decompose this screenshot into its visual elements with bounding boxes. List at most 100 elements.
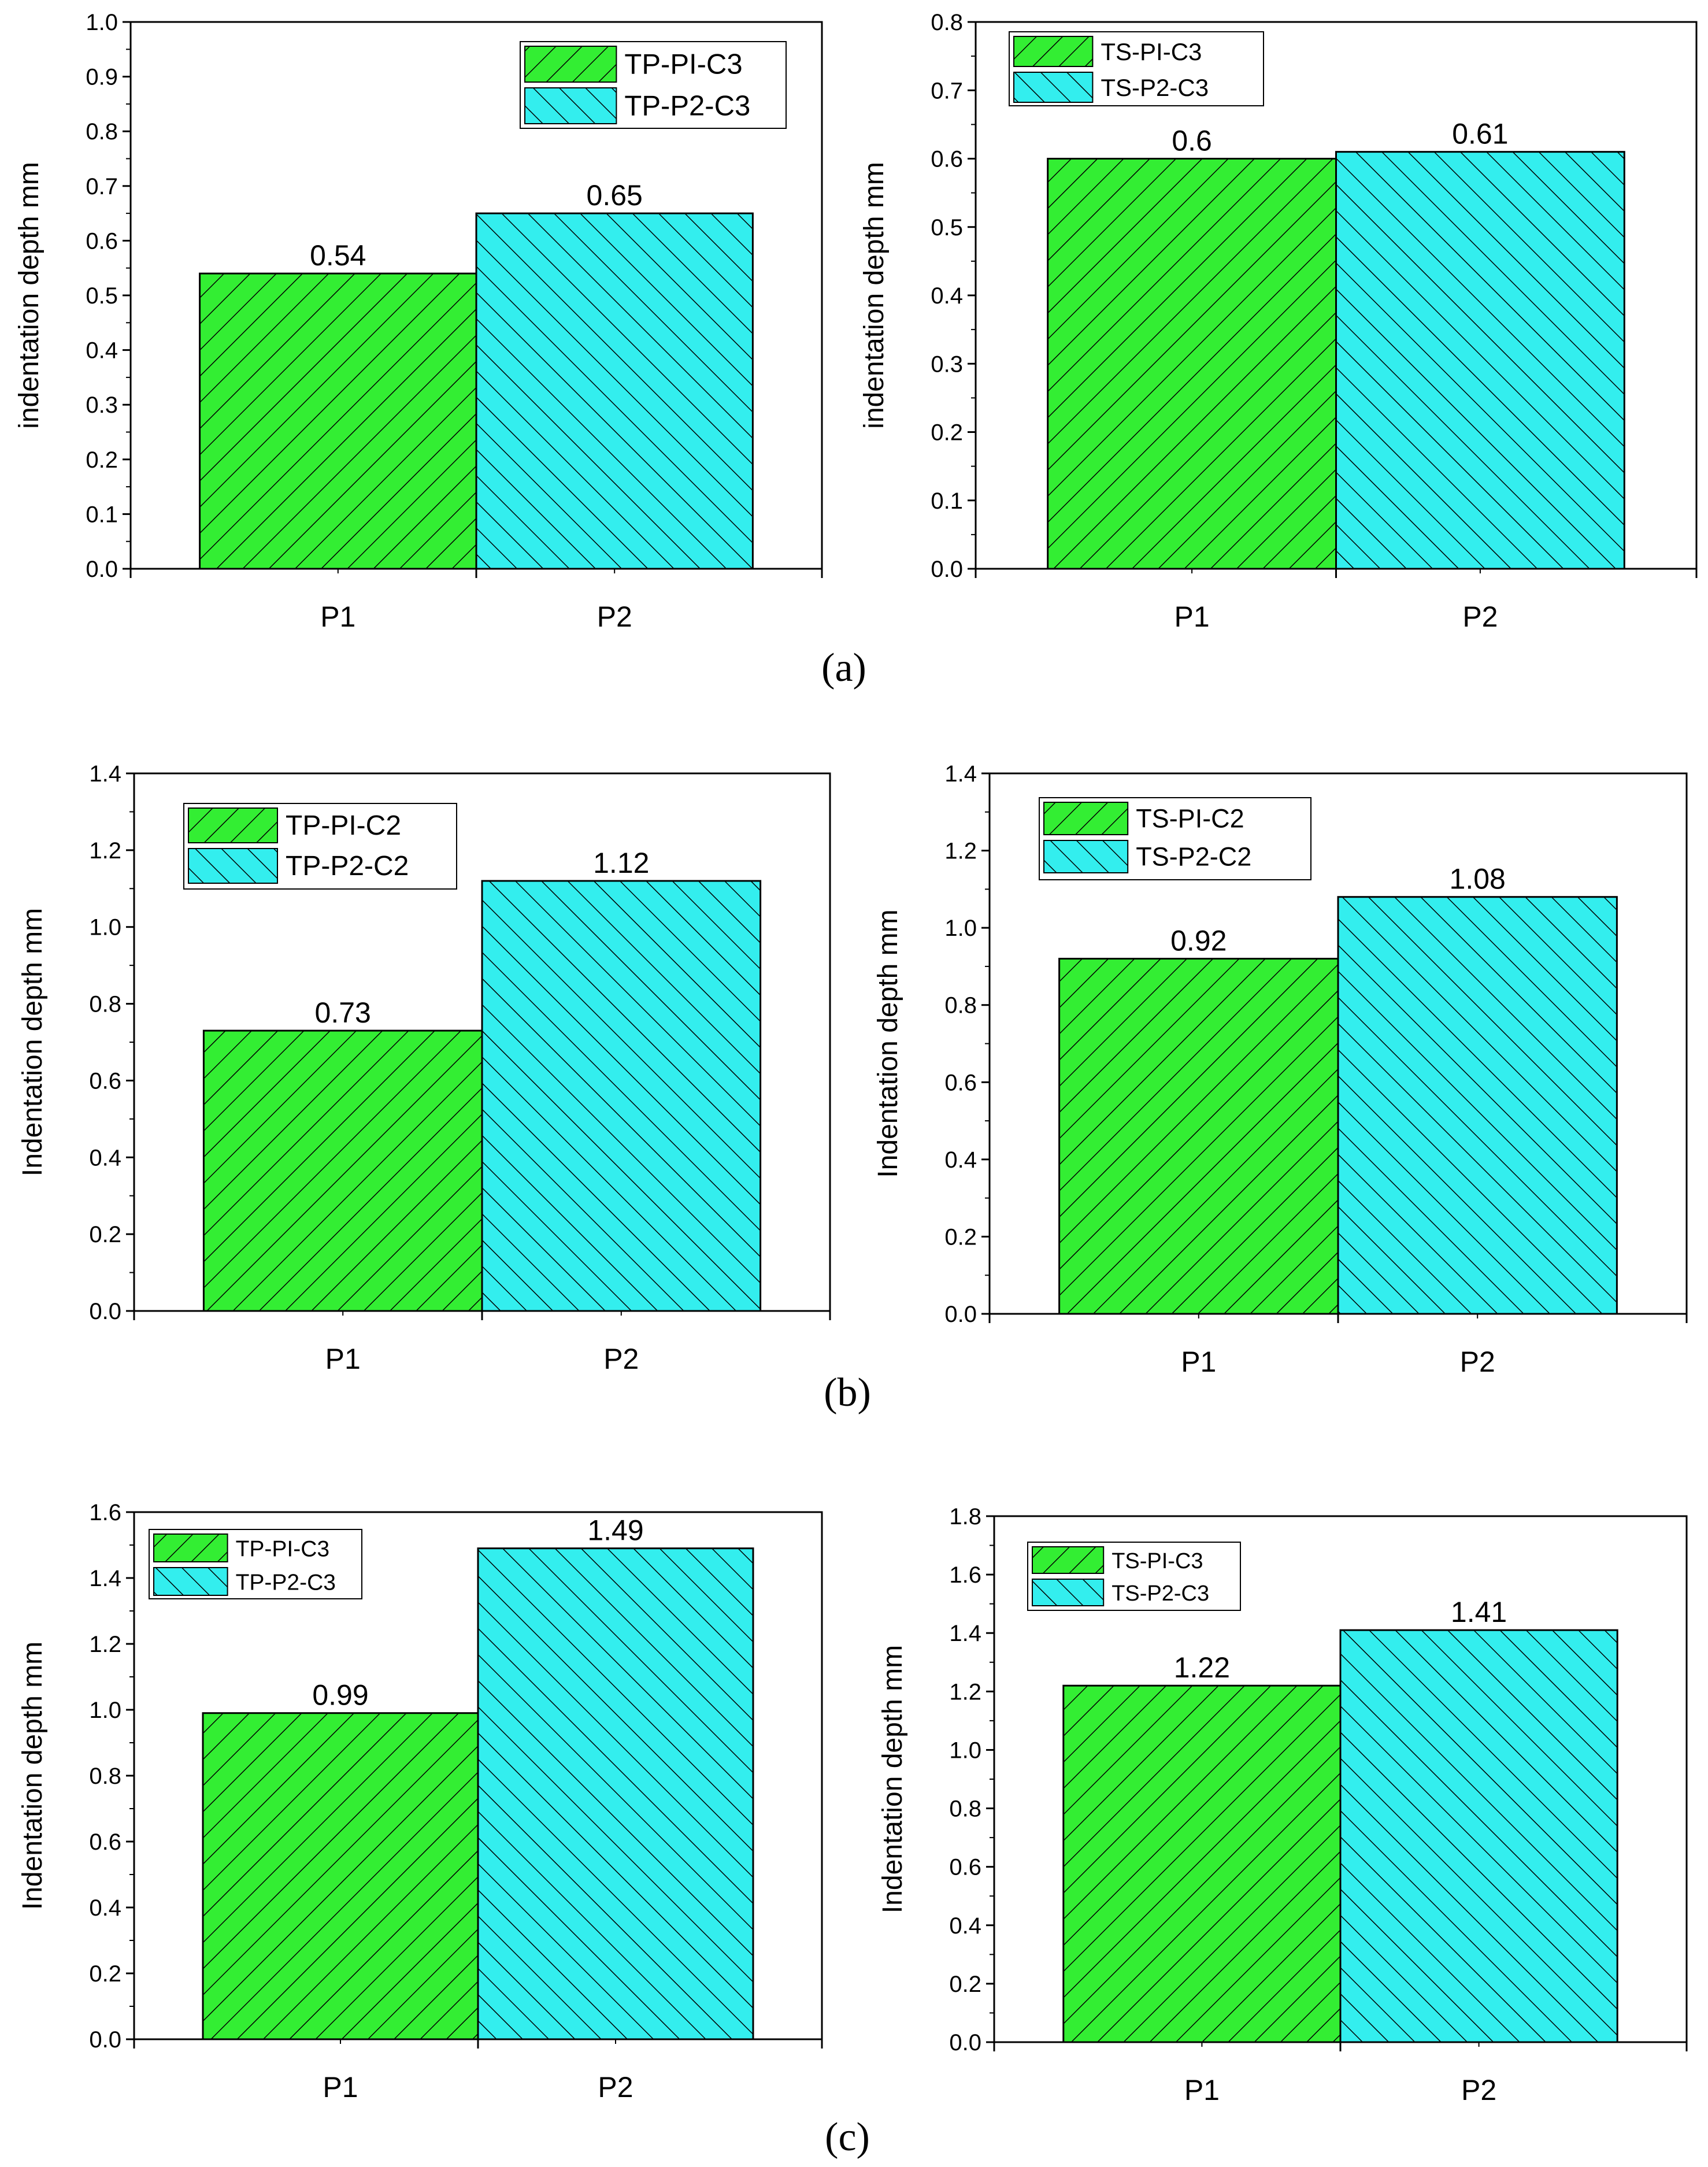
y-tick-label: 1.2 <box>89 1632 121 1657</box>
y-tick-label: 0.0 <box>86 557 118 582</box>
x-category-p1: P1 <box>323 2071 358 2103</box>
legend-swatch-2 <box>524 87 617 124</box>
y-tick-label: 0.6 <box>89 1068 121 1094</box>
bar-p2 <box>475 212 754 570</box>
y-tick-label: 0.0 <box>89 1299 121 1324</box>
y-tick-label: 0.7 <box>86 174 118 199</box>
legend-label-1: TP-PI-C3 <box>624 49 742 80</box>
legend-swatch-1 <box>1013 36 1094 67</box>
bar-p2 <box>1337 896 1618 1315</box>
y-tick-label: 0.2 <box>86 447 118 473</box>
y-tick-label: 1.6 <box>89 1500 121 1525</box>
legend-swatch-1 <box>153 1533 228 1562</box>
y-tick-label: 0.8 <box>89 1764 121 1789</box>
y-axis-title: indentation depth mm <box>859 162 890 429</box>
y-tick-label: 1.0 <box>949 1738 981 1763</box>
y-tick-label: 0.2 <box>931 420 963 446</box>
y-tick-label: 0.7 <box>931 78 963 103</box>
legend-swatch-1 <box>524 46 617 83</box>
y-tick-label: 0.6 <box>949 1855 981 1880</box>
data-label-p2: 1.41 <box>1451 1596 1507 1628</box>
data-label-p1: 0.54 <box>310 239 366 272</box>
x-category-p1: P1 <box>1175 601 1210 633</box>
y-tick-label: 0.3 <box>931 351 963 377</box>
legend-label-2: TP-P2-C2 <box>286 851 409 881</box>
y-tick-label: 0.2 <box>89 1961 121 1987</box>
y-tick-label: 1.0 <box>89 1698 121 1723</box>
y-tick-label: 0.0 <box>931 557 963 582</box>
data-label-p2: 0.61 <box>1452 118 1508 150</box>
y-tick-label: 0.6 <box>86 228 118 254</box>
chart-b-right: 0.92 1.08 0.0 0.2 0.4 0.6 0.8 1.0 1.2 1.4 P1 P2 Inde… <box>873 761 1688 1378</box>
legend-label-1: TS-PI-C3 <box>1112 1549 1203 1573</box>
y-tick-label: 0.4 <box>949 1913 981 1939</box>
y-tick-label: 0.0 <box>949 2030 981 2055</box>
y-tick-label: 0.6 <box>931 147 963 172</box>
bar-p2 <box>477 1547 754 2040</box>
chart-b-left: 0.73 1.12 0.0 0.2 0.4 0.6 0.8 1.0 1.2 1.4 P1 P2 Inde… <box>17 761 831 1375</box>
legend-label-2: TP-P2-C3 <box>236 1570 336 1595</box>
y-tick-label: 1.0 <box>86 10 118 35</box>
legend-swatch-2 <box>1032 1579 1105 1606</box>
y-tick-label: 1.8 <box>949 1504 981 1529</box>
legend-swatch-2 <box>1013 72 1094 103</box>
legend-label-2: TS-P2-C2 <box>1136 842 1251 872</box>
data-label-p2: 1.49 <box>587 1514 643 1547</box>
y-tick-label: 0.4 <box>89 1895 121 1921</box>
y-tick-label: 0.1 <box>931 488 963 514</box>
legend-label-2: TP-P2-C3 <box>624 91 750 122</box>
y-tick-label: 0.4 <box>944 1147 977 1173</box>
y-tick-label: 0.2 <box>949 1972 981 1997</box>
y-tick-label: 1.6 <box>949 1562 981 1588</box>
legend-swatch-2 <box>1043 840 1129 873</box>
chart-a-right: 0.6 0.61 0.0 0.1 0.2 0.3 0.4 0.5 0.6 0.7 0.8 P1 P2 in… <box>859 10 1698 633</box>
legend-label-1: TS-PI-C3 <box>1101 38 1202 65</box>
bar-p1 <box>1047 158 1337 570</box>
legend-label-1: TP-PI-C3 <box>236 1536 330 1561</box>
y-tick-label: 1.0 <box>944 916 977 941</box>
x-category-p2: P2 <box>597 601 632 633</box>
legend-label-2: TS-P2-C3 <box>1101 74 1209 101</box>
data-label-p1: 0.99 <box>312 1679 368 1712</box>
legend-label-1: TP-PI-C2 <box>286 810 401 841</box>
y-tick-label: 0.6 <box>944 1070 977 1095</box>
x-category-p1: P1 <box>325 1343 361 1375</box>
y-axis-title: indentation depth mm <box>14 162 45 429</box>
y-tick-label: 0.6 <box>89 1829 121 1855</box>
y-tick-label: 0.9 <box>86 65 118 90</box>
x-category-p2: P2 <box>598 2071 633 2103</box>
y-tick-label: 1.4 <box>949 1621 981 1646</box>
data-label-p1: 0.6 <box>1172 125 1212 157</box>
chart-a-left: 0.54 0.65 0.0 0.1 0.2 0.3 0.4 0.5 0.6 0.7 0.8 0.9 1.… <box>14 10 823 633</box>
x-category-p1: P1 <box>1184 2074 1220 2106</box>
bar-p1 <box>199 272 477 570</box>
bar-p1 <box>1062 1684 1342 2043</box>
bar-p1 <box>1058 958 1339 1315</box>
y-tick-label: 1.2 <box>89 838 121 864</box>
bar-p2 <box>481 880 762 1312</box>
y-tick-label: 1.4 <box>944 761 977 787</box>
y-axis-title: Indentation depth mm <box>877 1645 908 1913</box>
panel-label-a: (a) <box>821 646 866 690</box>
y-tick-label: 0.4 <box>931 283 963 309</box>
panel-label-c: (c) <box>825 2115 870 2159</box>
y-tick-label: 1.4 <box>89 1566 121 1591</box>
bar-p1 <box>202 1712 479 2040</box>
bar-p1 <box>202 1029 483 1312</box>
y-tick-label: 0.2 <box>89 1222 121 1247</box>
x-category-p2: P2 <box>1460 1346 1495 1378</box>
legend-swatch-2 <box>188 848 278 884</box>
chart-c-left: 0.99 1.49 0.0 0.2 0.4 0.6 0.8 1.0 1.2 1.4 1.6 P1 P2 I… <box>17 1500 823 2103</box>
chart-c-right: 1.22 1.41 0.0 0.2 0.4 0.6 0.8 1.0 1.2 1.4 1.6 1.8 P1… <box>877 1504 1688 2106</box>
legend-swatch-2 <box>153 1567 228 1596</box>
y-tick-label: 0.8 <box>944 993 977 1018</box>
y-tick-label: 0.1 <box>86 502 118 527</box>
y-tick-label: 0.4 <box>86 338 118 364</box>
x-category-p2: P2 <box>1462 601 1498 633</box>
x-category-p2: P2 <box>603 1343 639 1375</box>
y-tick-label: 1.2 <box>949 1679 981 1705</box>
legend-swatch-1 <box>1032 1546 1105 1574</box>
y-tick-label: 1.4 <box>89 761 121 787</box>
data-label-p1: 0.73 <box>315 997 371 1029</box>
